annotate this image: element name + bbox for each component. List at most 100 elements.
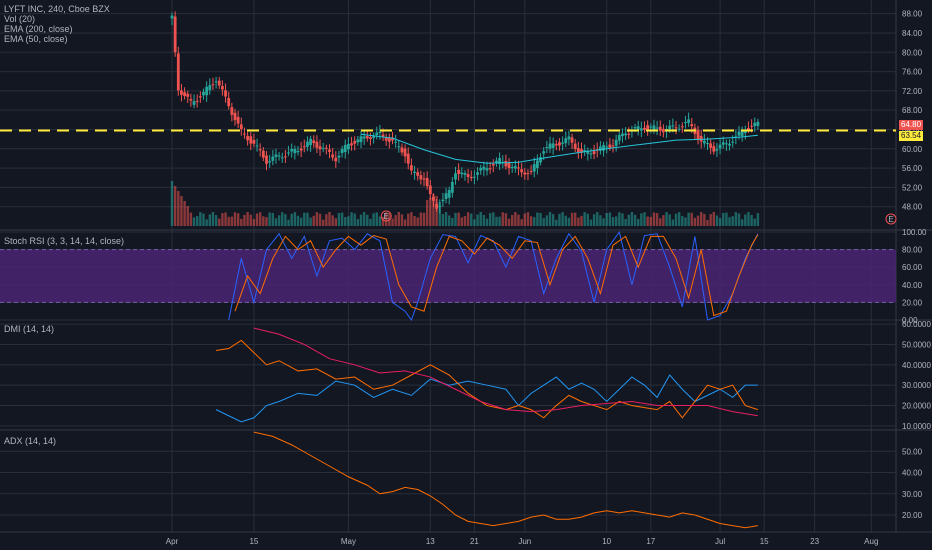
candle-body: [419, 175, 423, 180]
candle-body: [293, 148, 297, 154]
volume-bar: [567, 217, 571, 226]
candle-body: [567, 136, 571, 140]
volume-bar: [249, 214, 252, 226]
candle-body: [643, 127, 646, 130]
volume-bar: [170, 181, 174, 226]
candle-body: [274, 154, 278, 157]
candle-body: [696, 130, 700, 140]
candle-body: [321, 148, 325, 150]
volume-bar: [372, 213, 375, 226]
volume-bar: [473, 219, 476, 226]
volume-bar: [444, 212, 448, 226]
volume-bar: [614, 216, 618, 226]
candle-body: [476, 172, 479, 175]
candle-body: [523, 172, 527, 175]
candle-body: [435, 203, 438, 209]
volume-bar: [192, 217, 196, 226]
candle-body: [287, 152, 290, 154]
volume-bar: [186, 206, 189, 226]
volume-bar: [602, 218, 605, 226]
dmi-title: DMI (14, 14): [4, 324, 55, 334]
candle-body: [243, 133, 246, 135]
volume-bar: [309, 217, 312, 226]
volume-bar: [520, 219, 523, 226]
volume-bar: [637, 218, 640, 226]
volume-bar: [526, 212, 530, 226]
volume-bar: [208, 214, 211, 226]
dmi-series-line: [216, 339, 759, 419]
candle-body: [510, 166, 514, 168]
volume-bar: [624, 219, 627, 226]
volume-bar: [432, 194, 435, 226]
volume-bar: [551, 214, 555, 226]
volume-bar: [712, 212, 715, 226]
x-tick-label: 13: [426, 537, 435, 546]
candle-body: [687, 119, 690, 123]
volume-bar: [514, 212, 517, 226]
candle-body: [677, 128, 681, 130]
candle-body: [299, 148, 303, 151]
candle-body: [466, 174, 470, 177]
y-tick-label: 60.00: [902, 145, 923, 154]
y-tick-label: 50.00: [902, 447, 923, 456]
volume-bar: [589, 219, 593, 226]
volume-bar: [347, 216, 350, 226]
volume-bar: [312, 215, 315, 226]
volume-bar: [221, 213, 224, 226]
volume-bar: [419, 212, 423, 226]
volume-bar: [703, 213, 706, 226]
candle-body: [394, 141, 398, 143]
volume-bar: [684, 217, 687, 226]
volume-bar: [633, 214, 637, 226]
candle-body: [186, 93, 190, 97]
candle-body: [725, 143, 728, 145]
volume-bar: [605, 213, 608, 226]
candle-body: [636, 126, 640, 130]
y-tick-label: 20.0000: [902, 402, 931, 411]
candle-body: [624, 133, 627, 136]
x-tick-label: Aug: [864, 537, 878, 546]
candle-body: [422, 178, 426, 180]
candle-body: [668, 125, 672, 130]
candle-body: [545, 147, 549, 149]
volume-bar: [740, 219, 744, 226]
adx-line: [253, 431, 758, 529]
volume-bar: [665, 212, 668, 226]
volume-bar: [466, 212, 470, 226]
candle-body: [372, 136, 375, 138]
volume-bar: [252, 219, 256, 226]
candle-body: [428, 185, 432, 195]
candle-body: [217, 80, 221, 86]
candle-body: [403, 148, 407, 157]
volume-bar: [441, 214, 445, 226]
volume-bar: [608, 212, 612, 226]
volume-bar: [350, 212, 353, 226]
candle-body: [469, 176, 473, 179]
candle-body: [432, 196, 435, 201]
volume-bar: [218, 218, 221, 226]
volume-bar: [548, 212, 552, 226]
volume-bar: [214, 215, 218, 226]
volume-bar: [627, 214, 630, 226]
volume-bar: [731, 216, 734, 226]
y-tick-label: 40.00: [902, 469, 923, 478]
volume-bar: [243, 214, 246, 226]
candle-body: [548, 143, 552, 149]
volume-bar: [734, 212, 738, 226]
volume-bar: [640, 213, 643, 226]
volume-bar: [498, 216, 501, 226]
candle-body: [381, 134, 385, 137]
candle-body: [183, 92, 186, 97]
volume-bar: [306, 212, 309, 226]
volume-bar: [183, 201, 186, 226]
volume-bar: [259, 212, 262, 226]
volume-bar: [677, 212, 681, 226]
volume-bar: [611, 217, 615, 226]
volume-bar: [344, 217, 347, 226]
volume-bar: [331, 215, 334, 226]
y-tick-label: 40.00: [902, 281, 923, 290]
candle-body: [460, 172, 464, 175]
candle-body: [444, 193, 448, 200]
volume-bar: [173, 186, 177, 226]
